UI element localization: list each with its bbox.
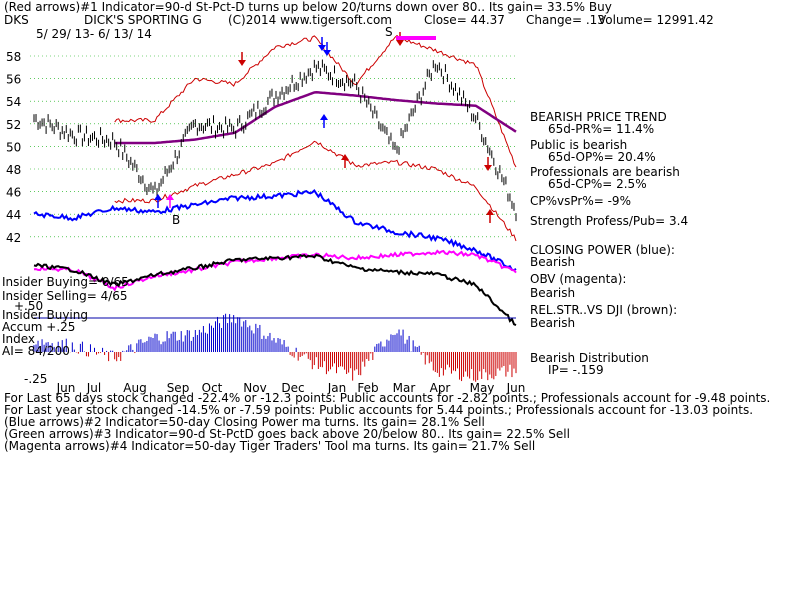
closing-power-label: CLOSING POWER (blue):: [530, 243, 675, 257]
lower-band: [114, 140, 517, 242]
sell-label: S: [385, 25, 393, 39]
buy-label: B: [172, 213, 180, 227]
accum-label: Accum +.25: [2, 320, 75, 334]
obv-label: OBV (magenta):: [530, 272, 626, 286]
signal-arrow: [323, 50, 331, 56]
header-line1: (Red arrows)#1 Indicator=90-d St-Pct-D t…: [4, 0, 612, 14]
relstr-label: REL.STR..VS DJI (brown):: [530, 303, 677, 317]
x-tick-label: Jan: [327, 381, 347, 395]
signal-arrow: [484, 165, 492, 171]
y-tick-label: 56: [6, 73, 21, 87]
y-tick-label: 50: [6, 140, 21, 154]
footer-line-0: For Last 65 days stock changed -22.4% or…: [4, 391, 770, 405]
y-tick-label: 52: [6, 118, 21, 132]
volume-value: Volume= 12991.42: [598, 13, 714, 27]
accum-minus25: -.25: [24, 372, 47, 386]
x-tick-label: Jun: [56, 381, 76, 395]
upper-band: [114, 34, 517, 168]
cp-value: 65d-CP%= 2.5%: [548, 177, 647, 191]
footer-line-4: (Magenta arrows)#4 Indicator=50-day Tige…: [4, 439, 535, 453]
x-tick-label: Apr: [430, 381, 451, 395]
footer-line-3: (Green arrows)#3 Indicator=90-d St-PctD …: [4, 427, 570, 441]
y-tick-label: 44: [6, 208, 21, 222]
y-tick-label: 42: [6, 231, 21, 245]
public-label: Public is bearish: [530, 138, 627, 152]
x-axis-tick-labels: Jun Jul Aug Sep Oct Nov Dec Jan Feb Mar Apr May Jun: [56, 381, 526, 395]
x-tick-label: Feb: [357, 381, 378, 395]
ip-value: IP= -.159: [548, 363, 604, 377]
footer-line-1: For Last year stock changed -14.5% or -7…: [4, 403, 753, 417]
signal-arrow: [238, 60, 246, 66]
x-tick-label: Nov: [243, 381, 266, 395]
copyright: (C)2014 www.tigersoft.com: [228, 13, 392, 27]
date-range: 5/ 29/ 13- 6/ 13/ 14: [36, 27, 152, 41]
moving-average: [114, 91, 517, 145]
x-tick-label: Aug: [123, 381, 146, 395]
price-bars: [33, 59, 517, 222]
closing-power: [33, 188, 517, 272]
signal-arrow: [320, 114, 328, 120]
y-tick-label: 54: [6, 95, 21, 109]
x-tick-label: Oct: [202, 381, 223, 395]
pr-value: 65d-PR%= 11.4%: [548, 122, 654, 136]
x-tick-label: May: [470, 381, 495, 395]
y-axis-tick-labels: 58 56 54 52 50 48 46 44 42: [6, 50, 21, 245]
relative-strength-line: [33, 253, 517, 327]
trend-label: BEARISH PRICE TREND: [530, 110, 667, 124]
signal-arrow: [154, 194, 162, 200]
change-value: Change= .13: [526, 13, 605, 27]
obv-state: Bearish: [530, 286, 575, 300]
ticker: DKS: [4, 13, 29, 27]
ai-value: AI= 84/200: [2, 344, 70, 358]
obv-line: [33, 249, 517, 292]
footer-line-2: (Blue arrows)#2 Indicator=50-day Closing…: [4, 415, 485, 429]
index-label: Index: [2, 332, 35, 346]
strength-ratio: Strength Profess/Pub= 3.4: [530, 214, 688, 228]
signal-arrow: [166, 194, 174, 200]
y-tick-label: 46: [6, 186, 21, 200]
professionals-label: Professionals are bearish: [530, 165, 680, 179]
signal-arrow: [396, 40, 404, 46]
relstr-state: Bearish: [530, 316, 575, 330]
signal-arrow: [486, 209, 494, 215]
bollinger-bands: [114, 34, 517, 242]
insider-buying-count: Insider Buying= 0/65: [2, 275, 129, 289]
relative-strength: [33, 253, 517, 327]
obv: [33, 249, 517, 292]
insider-buying-label: Insider Buying: [2, 308, 88, 322]
closing-power-line: [33, 188, 517, 272]
x-tick-label: Dec: [281, 381, 304, 395]
company-name: DICK'S SPORTING G: [84, 13, 202, 27]
signal-arrows: [154, 32, 494, 223]
signal-arrow: [318, 45, 326, 51]
op-value: 65d-OP%= 20.4%: [548, 150, 656, 164]
magenta-sell-marker: [396, 36, 436, 40]
insider-selling-count: Insider Selling= 4/65: [2, 289, 128, 303]
accumulation-index-bars: [33, 313, 517, 382]
x-tick-label: Jun: [506, 381, 526, 395]
signal-arrow: [341, 154, 349, 160]
distribution-label: Bearish Distribution: [530, 351, 649, 365]
x-tick-label: Mar: [393, 381, 416, 395]
y-tick-label: 58: [6, 50, 21, 64]
x-tick-label: Sep: [167, 381, 190, 395]
y-tick-label: 48: [6, 163, 21, 177]
cp-vs-pr: CP%vsPr%= -9%: [530, 194, 631, 208]
ma50-line: [114, 91, 517, 145]
closing-power-state: Bearish: [530, 255, 575, 269]
accum-plus50: +.50: [14, 299, 43, 313]
x-tick-label: Jul: [86, 381, 101, 395]
close-value: Close= 44.37: [424, 13, 505, 27]
